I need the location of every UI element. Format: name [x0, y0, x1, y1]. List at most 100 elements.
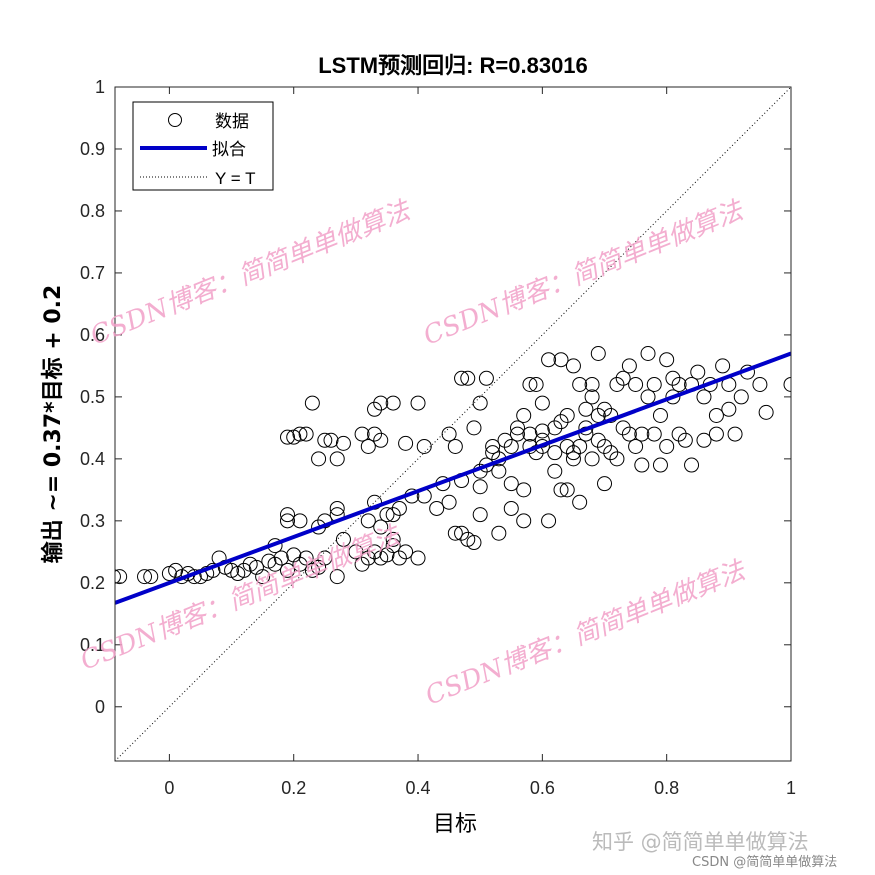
data-point: [279, 429, 295, 445]
data-point: [684, 457, 700, 473]
data-point: [279, 507, 295, 523]
data-point: [565, 445, 581, 461]
data-point: [584, 376, 600, 392]
data-point: [478, 370, 494, 386]
chart-title: LSTM预测回归: R=0.83016: [318, 53, 588, 78]
zhihu-watermark: 知乎 @简简单单做算法: [592, 830, 809, 854]
data-point: [454, 525, 470, 541]
y-tick-label: 0.7: [80, 263, 105, 283]
data-point: [379, 507, 395, 523]
data-point: [329, 569, 345, 585]
data-point: [553, 414, 569, 430]
data-point: [597, 401, 613, 417]
data-point: [472, 479, 488, 495]
data-point: [652, 407, 668, 423]
data-point: [416, 438, 432, 454]
data-point: [690, 364, 706, 380]
legend-label-fit: 拟合: [212, 140, 246, 160]
x-tick-label: 0.8: [654, 778, 679, 798]
data-point: [597, 476, 613, 492]
data-point: [354, 426, 370, 442]
data-point: [317, 432, 333, 448]
data-point: [391, 550, 407, 566]
y-tick-label: 0.5: [80, 387, 105, 407]
y-tick-label: 0.6: [80, 325, 105, 345]
data-point: [454, 370, 470, 386]
x-tick-label: 0.2: [281, 778, 306, 798]
data-point: [609, 376, 625, 392]
data-point: [541, 513, 557, 529]
data-point: [509, 420, 525, 436]
data-point: [115, 569, 128, 585]
data-point: [572, 438, 588, 454]
legend-label-identity: Y = T: [215, 169, 255, 188]
data-point: [677, 432, 693, 448]
data-point: [547, 420, 563, 436]
y-tick-label: 0.1: [80, 635, 105, 655]
data-point: [721, 401, 737, 417]
data-point: [522, 426, 538, 442]
plot-area: 0 0.2 0.4 0.6 0.8 1 0 0.1 0.2 0.3 0.4 0.5 0.6 0.7 0.8 0…: [80, 77, 796, 798]
data-point: [273, 550, 289, 566]
data-point: [634, 426, 650, 442]
data-point: [267, 556, 283, 572]
data-point: [391, 500, 407, 516]
data-point: [696, 432, 712, 448]
data-point: [385, 507, 401, 523]
data-point: [597, 438, 613, 454]
data-point: [590, 346, 606, 362]
data-point: [590, 432, 606, 448]
legend: 数据 拟合 Y = T: [132, 101, 274, 191]
data-point: [304, 395, 320, 411]
legend-marker-data: [168, 113, 182, 127]
data-point: [715, 358, 731, 374]
data-point: [485, 438, 501, 454]
data-point: [115, 569, 121, 584]
data-point: [292, 513, 308, 529]
data-point: [447, 525, 463, 541]
data-point: [503, 476, 519, 492]
csdn-watermark: CSDN @简简单单做算法: [692, 855, 838, 870]
data-point: [429, 500, 445, 516]
data-point: [559, 407, 575, 423]
data-point: [497, 432, 513, 448]
data-point: [441, 426, 457, 442]
data-point: [708, 426, 724, 442]
y-tick-label: 0.2: [80, 573, 105, 593]
identity-line: [115, 87, 791, 761]
data-point: [640, 346, 656, 362]
data-point: [553, 352, 569, 368]
data-point: [398, 544, 414, 560]
overlay-watermark: CSDN博客：简简单单做算法: [421, 555, 751, 711]
y-tick-label: 0.8: [80, 201, 105, 221]
data-point: [472, 507, 488, 523]
data-point: [522, 376, 538, 392]
data-point: [584, 389, 600, 405]
y-tick-label: 0.3: [80, 511, 105, 531]
y-axis-label: 输出 ~= 0.37*目标 + 0.2: [40, 285, 66, 564]
data-point: [360, 438, 376, 454]
data-point: [615, 420, 631, 436]
data-point: [503, 438, 519, 454]
data-point: [696, 389, 712, 405]
data-point: [628, 376, 644, 392]
data-point: [168, 562, 184, 578]
data-point: [559, 438, 575, 454]
data-point: [516, 407, 532, 423]
data-point: [603, 445, 619, 461]
data-point: [466, 535, 482, 551]
data-point: [447, 438, 463, 454]
data-point: [466, 420, 482, 436]
data-point: [360, 513, 376, 529]
data-point: [534, 423, 550, 439]
data-point: [553, 482, 569, 498]
data-point: [609, 451, 625, 467]
data-point: [279, 513, 295, 529]
data-point: [323, 432, 339, 448]
data-point: [578, 401, 594, 417]
data-point: [516, 482, 532, 498]
data-point: [752, 376, 768, 392]
axes-box: [114, 86, 792, 762]
data-point: [547, 445, 563, 461]
